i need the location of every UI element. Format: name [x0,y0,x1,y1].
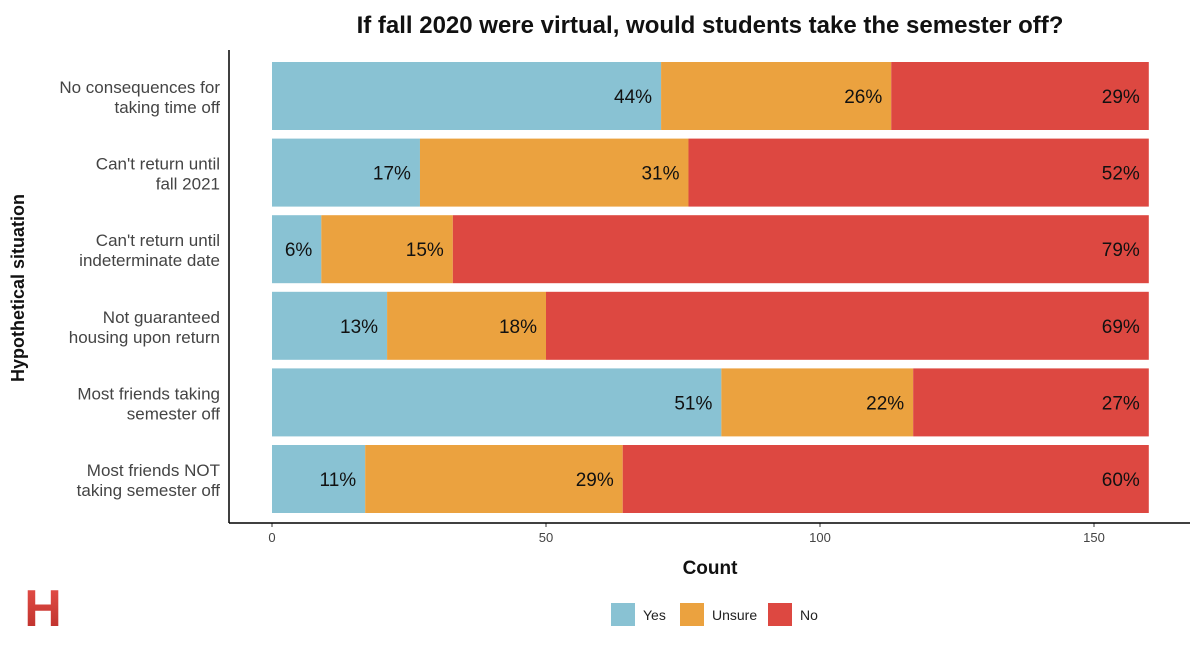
bar-label-no-3: 69% [1102,317,1140,338]
bar-label-yes-2: 6% [285,240,313,261]
x-axis-title: Count [683,558,739,579]
bar-unsure-3 [387,291,546,360]
category-label-1: Can't return until fall 2021 [96,155,220,194]
y-axis-title: Hypothetical situation [8,194,28,382]
bar-no-2 [452,215,1149,284]
bar-yes-2 [272,215,322,284]
category-label-5: Most friends NOT taking semester off [77,461,221,500]
bars-group [272,62,1149,513]
bar-label-unsure-1: 31% [641,164,679,185]
bar-yes-1 [272,138,420,207]
bar-label-unsure-4: 22% [866,393,904,414]
bar-label-no-2: 79% [1102,240,1140,261]
bar-no-3 [546,291,1149,360]
legend-label-unsure: Unsure [712,607,757,623]
chart-title: If fall 2020 were virtual, would student… [357,12,1064,39]
bar-label-yes-5: 11% [320,470,357,491]
bar-yes-0 [272,62,662,130]
bar-label-unsure-0: 26% [844,87,882,108]
x-tick-label-0: 0 [268,530,275,545]
legend: Yes Unsure No [611,603,818,626]
category-label-4: Most friends taking semester off [77,384,220,423]
bar-no-5 [622,445,1149,513]
category-labels-group: No consequences for taking time off Can't … [59,78,220,500]
bar-yes-5 [272,445,366,513]
bar-unsure-0 [661,62,892,130]
category-label-3: Not guaranteed housing upon return [69,308,220,347]
legend-label-no: No [800,607,818,623]
bar-no-4 [913,368,1149,437]
bar-unsure-5 [365,445,623,513]
bar-unsure-4 [721,368,914,437]
bar-label-no-1: 52% [1102,164,1140,185]
bar-yes-4 [272,368,722,437]
bar-label-no-4: 27% [1102,393,1140,414]
bar-label-yes-1: 17% [373,164,411,185]
bar-unsure-2 [321,215,453,284]
logo: H [24,580,62,638]
bar-label-yes-0: 44% [614,87,652,108]
bar-no-1 [688,138,1149,207]
bar-no-0 [891,62,1149,130]
legend-swatch-no [768,603,792,626]
bar-label-yes-3: 13% [340,317,378,338]
bar-label-yes-4: 51% [674,393,712,414]
logo-mark: H [24,580,62,638]
legend-label-yes: Yes [643,607,666,623]
x-tick-label-1: 50 [539,530,553,545]
legend-swatch-yes [611,603,635,626]
category-label-0: No consequences for taking time off [59,78,220,117]
bar-label-unsure-5: 29% [576,470,614,491]
x-tick-label-3: 150 [1083,530,1105,545]
bar-unsure-1 [419,138,689,207]
x-axis: 0 50 100 150 [268,523,1105,545]
category-label-2: Can't return until indeterminate date [79,231,220,270]
bar-yes-3 [272,291,388,360]
legend-swatch-unsure [680,603,704,626]
bar-labels-group: 44% 26% 29% 17% 31% 52% 6% 15% 79% 13% 18% 69% 51% 22… [285,87,1140,491]
bar-label-no-5: 60% [1102,470,1140,491]
x-tick-label-2: 100 [809,530,831,545]
bar-label-unsure-2: 15% [406,240,444,261]
bar-label-unsure-3: 18% [499,317,537,338]
bar-label-no-0: 29% [1102,87,1140,108]
